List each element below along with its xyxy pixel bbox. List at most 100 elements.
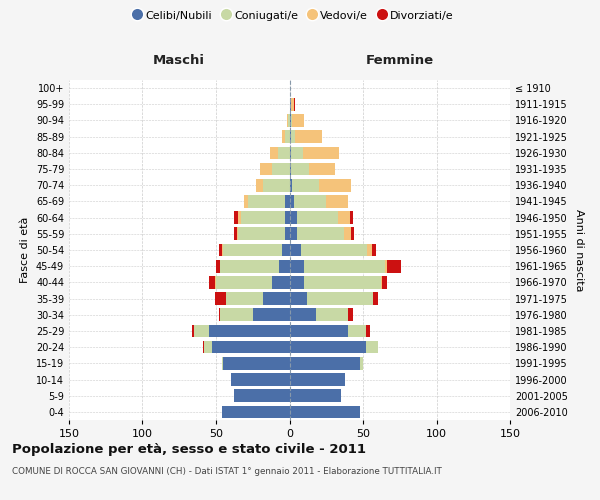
Bar <box>307 292 373 305</box>
Bar <box>278 146 290 159</box>
Bar <box>193 324 194 338</box>
Bar <box>290 341 366 353</box>
Bar <box>297 228 344 240</box>
Bar <box>272 162 290 175</box>
Y-axis label: Anni di nascita: Anni di nascita <box>574 208 584 291</box>
Bar <box>215 276 216 288</box>
Bar <box>290 212 297 224</box>
Bar <box>290 162 291 175</box>
Bar <box>248 195 285 207</box>
Bar <box>222 406 290 418</box>
Bar <box>290 292 307 305</box>
Bar <box>288 114 290 127</box>
Bar <box>290 244 301 256</box>
Bar <box>351 228 354 240</box>
Bar <box>292 114 304 127</box>
Bar <box>290 114 291 127</box>
Text: COMUNE DI ROCCA SAN GIOVANNI (CH) - Dati ISTAT 1° gennaio 2011 - Elaborazione TU: COMUNE DI ROCCA SAN GIOVANNI (CH) - Dati… <box>12 468 442 476</box>
Bar <box>348 324 366 338</box>
Bar <box>304 260 385 272</box>
Bar <box>215 292 226 305</box>
Bar <box>244 195 248 207</box>
Bar <box>272 276 290 288</box>
Bar <box>386 260 401 272</box>
Bar <box>290 308 316 321</box>
Bar <box>367 244 372 256</box>
Bar <box>316 308 348 321</box>
Bar <box>290 130 291 143</box>
Bar <box>291 146 303 159</box>
Bar <box>285 228 290 240</box>
Bar <box>290 390 341 402</box>
Bar <box>348 308 353 321</box>
Bar <box>344 228 351 240</box>
Bar <box>301 244 367 256</box>
Bar <box>285 130 290 143</box>
Bar <box>260 162 272 175</box>
Bar <box>308 162 335 175</box>
Bar <box>303 146 340 159</box>
Bar <box>366 341 378 353</box>
Bar <box>238 228 285 240</box>
Bar <box>282 244 290 256</box>
Bar <box>360 357 363 370</box>
Bar <box>304 276 380 288</box>
Bar <box>372 244 376 256</box>
Bar <box>216 276 272 288</box>
Bar <box>223 244 282 256</box>
Bar <box>290 98 291 110</box>
Bar <box>290 276 304 288</box>
Bar <box>263 179 290 192</box>
Bar <box>223 357 290 370</box>
Y-axis label: Fasce di età: Fasce di età <box>20 217 30 283</box>
Bar <box>350 212 353 224</box>
Bar <box>297 212 338 224</box>
Bar <box>282 130 285 143</box>
Bar <box>263 292 290 305</box>
Bar <box>203 341 204 353</box>
Bar <box>291 98 294 110</box>
Bar <box>295 130 322 143</box>
Bar <box>233 212 238 224</box>
Bar <box>382 276 386 288</box>
Bar <box>291 114 292 127</box>
Bar <box>216 260 220 272</box>
Bar <box>285 195 290 207</box>
Bar <box>338 212 350 224</box>
Bar <box>241 212 285 224</box>
Bar <box>222 357 223 370</box>
Bar <box>209 276 215 288</box>
Bar <box>373 292 378 305</box>
Legend: Celibi/Nubili, Coniugati/e, Vedovi/e, Divorziati/e: Celibi/Nubili, Coniugati/e, Vedovi/e, Di… <box>130 6 458 25</box>
Bar <box>230 373 290 386</box>
Bar <box>220 308 253 321</box>
Bar <box>290 146 291 159</box>
Bar <box>292 179 319 192</box>
Bar <box>380 276 382 288</box>
Bar <box>233 228 236 240</box>
Bar <box>290 179 292 192</box>
Bar <box>290 324 348 338</box>
Bar <box>226 292 263 305</box>
Bar <box>290 406 360 418</box>
Bar <box>319 179 351 192</box>
Bar <box>285 212 290 224</box>
Bar <box>253 308 290 321</box>
Bar <box>233 390 290 402</box>
Bar <box>212 341 290 353</box>
Bar <box>220 260 279 272</box>
Bar <box>209 324 290 338</box>
Bar <box>326 195 348 207</box>
Bar <box>294 98 295 110</box>
Bar <box>219 244 222 256</box>
Bar <box>290 260 304 272</box>
Text: Maschi: Maschi <box>153 54 205 68</box>
Bar <box>290 195 294 207</box>
Bar <box>194 324 209 338</box>
Bar <box>271 146 278 159</box>
Bar <box>204 341 212 353</box>
Bar <box>385 260 386 272</box>
Bar <box>219 308 220 321</box>
Bar <box>236 228 238 240</box>
Text: Popolazione per età, sesso e stato civile - 2011: Popolazione per età, sesso e stato civil… <box>12 442 366 456</box>
